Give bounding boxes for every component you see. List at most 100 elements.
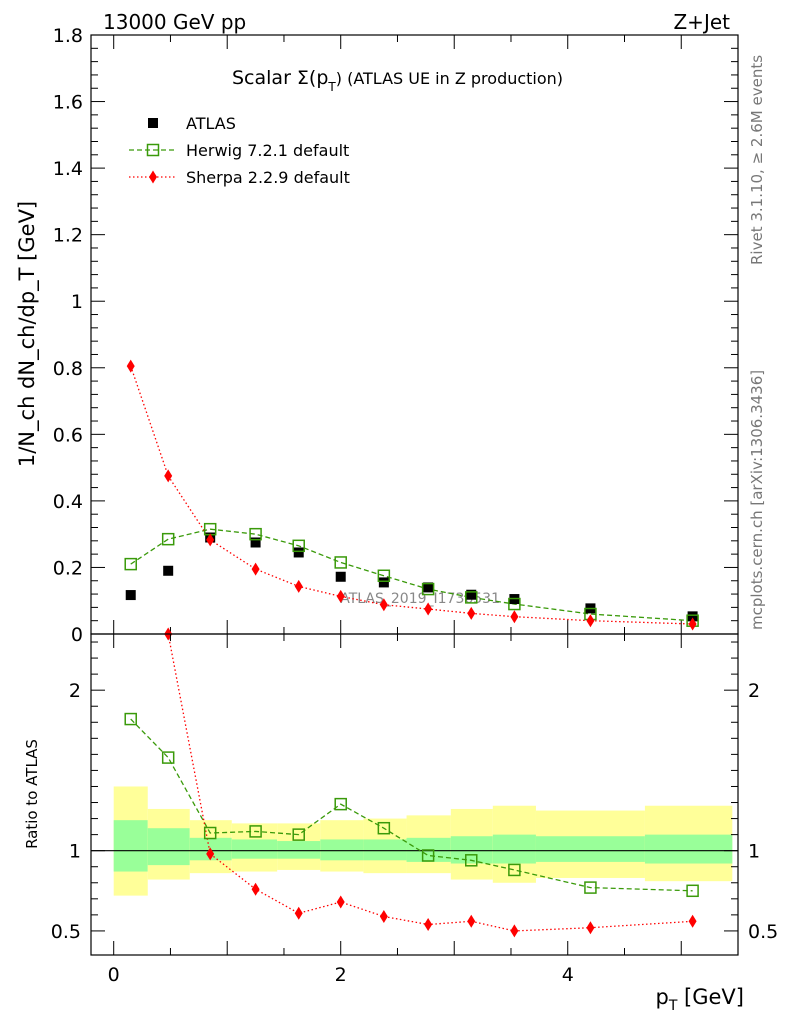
- ratio-xlabel: pT [GeV]: [655, 985, 744, 1014]
- ratio-series: [124, 627, 699, 938]
- main-ytick-label-4: 0.8: [53, 358, 83, 380]
- chart-title-tail: ) (ATLAS UE in Z production): [336, 69, 563, 88]
- atlas-point-0: [125, 590, 136, 601]
- ratio-ticks: 0.5 0.5 1 1 2 2 0 2 4: [51, 634, 778, 986]
- ratio-xlabel-sub: T: [668, 998, 678, 1014]
- ratio-ytick-label-right-2: 2: [748, 680, 760, 702]
- herwig-point-0: [124, 557, 137, 571]
- legend-marker-herwig: [146, 143, 160, 157]
- atlas-point-3: [250, 537, 261, 548]
- herwig-point-1: [161, 532, 175, 546]
- ratio-sherpa-point-8: [586, 921, 595, 935]
- sherpa-line: [130, 365, 693, 625]
- chart-title: Scalar Σ(pT) (ATLAS UE in Z production): [232, 67, 563, 94]
- ratio-herwig-point-3: [249, 825, 262, 838]
- atlas-point-6: [378, 577, 389, 588]
- ratio-sherpa-point-3: [336, 895, 345, 909]
- band-inner-0: [113, 820, 148, 872]
- herwig-point-4: [292, 539, 305, 553]
- ratio-herwig-point-8: [465, 854, 478, 867]
- ratio-sherpa-line: [167, 633, 693, 932]
- header-process: 13000 GeV pp: [103, 10, 246, 34]
- ratio-ytick-label-1: 1: [69, 841, 81, 863]
- herwig-point-9: [508, 597, 521, 611]
- ratio-sherpa-point-4: [379, 909, 388, 923]
- ratio-herwig-point-0: [124, 712, 137, 726]
- ratio-herwig-point-11: [686, 884, 699, 898]
- ratio-xtick-label-2: 4: [562, 964, 574, 986]
- main-ytick-label-5: 1: [71, 291, 83, 313]
- main-ticks: 0 0.2 0.4 0.6 0.8 1 1.2 1.4 1.6 1.8: [53, 25, 738, 646]
- ratio-herwig-point-4: [292, 828, 305, 841]
- herwig-point-3: [249, 527, 262, 541]
- ratio-herwig-point-9: [508, 863, 521, 877]
- ratio-ytick-label-2: 2: [69, 680, 81, 702]
- main-ytick-label-2: 0.4: [53, 491, 83, 513]
- ratio-ytick-label-right-1: 1: [748, 841, 760, 863]
- main-ylabel: 1/N_ch dN_ch/dp_T [GeV]: [15, 201, 40, 467]
- band-inner-3: [231, 839, 278, 859]
- atlas-point-11: [687, 611, 698, 622]
- sherpa-point-5: [336, 589, 345, 603]
- ratio-herwig-line: [130, 718, 693, 892]
- band-inner-5: [320, 839, 364, 861]
- herwig-point-6: [377, 569, 391, 583]
- ratio-herwig-point-10: [584, 881, 597, 894]
- main-ytick-label-0: 0: [71, 624, 83, 646]
- ratio-xtick-label-1: 2: [335, 964, 347, 986]
- ratio-sherpa-point-2: [294, 906, 303, 920]
- ratio-panel: 0.5 0.5 1 1 2 2 0 2 4 Ratio to ATLAS pT [GeV]: [23, 627, 778, 1014]
- ratio-herwig-point-2: [203, 826, 217, 840]
- header-channel: Z+Jet: [673, 10, 730, 34]
- legend-item-herwig: Herwig 7.2.1 default: [129, 141, 349, 160]
- ratio-ytick-label-0: 0.5: [51, 921, 81, 943]
- band-inner-9: [492, 834, 536, 864]
- band-inner-10: [535, 836, 645, 862]
- ratio-ylabel: Ratio to ATLAS: [23, 739, 41, 849]
- sherpa-point-8: [467, 606, 476, 620]
- atlas-point-8: [466, 589, 477, 600]
- ratio-sherpa-point-9: [688, 914, 697, 928]
- herwig-point-8: [465, 591, 478, 604]
- ratio-xlabel-main: p: [655, 985, 668, 1009]
- band-inner-1: [147, 828, 190, 866]
- main-series: [124, 359, 699, 631]
- sherpa-point-4: [294, 579, 303, 593]
- ratio-xtick-label-0: 0: [108, 964, 120, 986]
- mcplots-label: mcplots.cern.ch [arXiv:1306.3436]: [748, 370, 766, 630]
- sherpa-point-3: [251, 562, 260, 576]
- atlas-point-4: [293, 547, 304, 558]
- main-ytick-label-7: 1.4: [53, 158, 83, 180]
- ratio-herwig-point-5: [334, 797, 347, 811]
- sherpa-point-1: [164, 469, 173, 483]
- band-inner-4: [277, 841, 321, 859]
- atlas-point-1: [163, 565, 174, 576]
- herwig-line: [130, 528, 693, 622]
- ratio-sherpa-point-5: [424, 918, 433, 932]
- legend-label-sherpa: Sherpa 2.2.9 default: [186, 168, 350, 187]
- legend-label-atlas: ATLAS: [186, 114, 236, 133]
- ratio-herwig-point-1: [161, 751, 175, 764]
- main-ytick-label-8: 1.6: [53, 92, 83, 114]
- ratio-sherpa-point-1: [251, 882, 260, 896]
- herwig-point-7: [421, 582, 435, 596]
- ratio-sherpa-point-7: [510, 924, 519, 938]
- main-ytick-label-1: 0.2: [53, 557, 83, 579]
- chart-title-sub: T: [327, 80, 336, 94]
- main-panel: 00.20.40.60.811.21.41.61.8 ATLAS_2019_I1…: [15, 25, 739, 646]
- main-ytick-label-9: 1.8: [53, 25, 83, 47]
- legend-marker-atlas: [148, 118, 158, 128]
- sherpa-point-11: [688, 617, 697, 631]
- ratio-frame: [90, 633, 739, 956]
- ratio-bands: [113, 786, 733, 896]
- band-inner-11: [644, 834, 733, 864]
- legend: ATLAS Herwig 7.2.1 default Sherpa 2.2.9 …: [129, 114, 350, 187]
- main-ytick-label-3: 0.6: [53, 424, 83, 446]
- ratio-sherpa-point-0: [206, 847, 215, 861]
- band-inner-6: [363, 839, 407, 861]
- ratio-ytick-label-right-0: 0.5: [748, 921, 778, 943]
- atlas-point-7: [423, 582, 434, 593]
- sherpa-point-7: [424, 602, 433, 616]
- ratio-xlabel-tail: [GeV]: [677, 985, 744, 1009]
